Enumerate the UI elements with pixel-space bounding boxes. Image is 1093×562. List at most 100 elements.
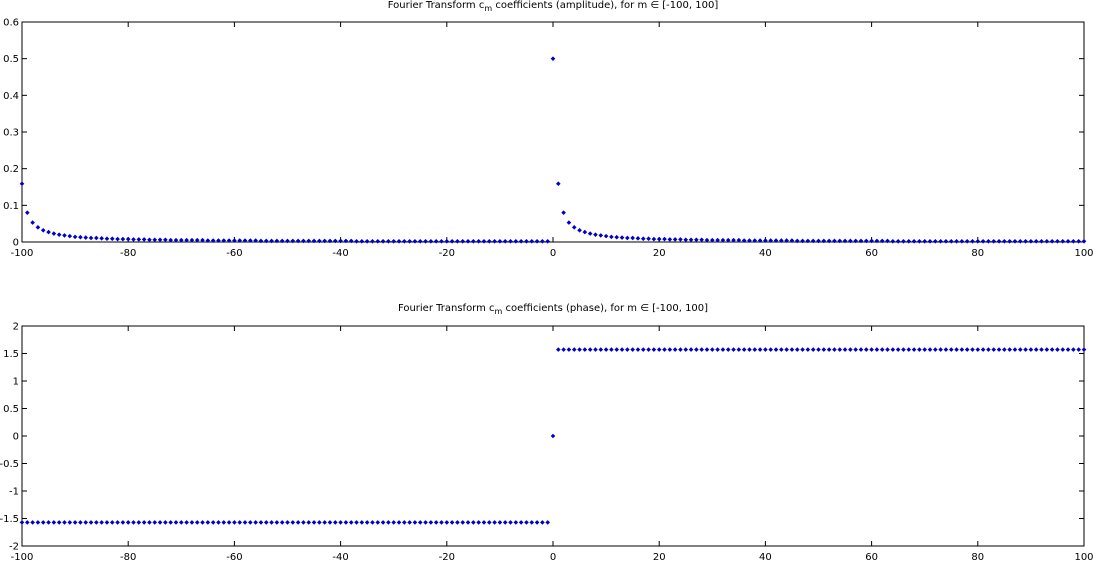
data-point	[327, 238, 333, 244]
data-point	[51, 231, 57, 236]
data-point	[911, 347, 917, 352]
data-point	[964, 347, 970, 352]
data-point	[699, 237, 704, 243]
data-point	[678, 237, 683, 242]
data-point	[1017, 238, 1023, 244]
data-point	[810, 238, 816, 244]
x-tick-label: -40	[332, 248, 348, 259]
data-point	[571, 347, 577, 352]
data-point	[694, 237, 699, 243]
data-point	[115, 236, 120, 242]
data-point	[104, 236, 110, 241]
data-point	[88, 520, 94, 525]
data-point	[715, 237, 720, 243]
data-point	[784, 347, 789, 352]
data-point	[582, 347, 588, 352]
data-point	[752, 347, 758, 352]
data-point	[338, 520, 343, 525]
data-point	[662, 347, 667, 352]
data-point	[566, 347, 572, 352]
data-point	[78, 520, 83, 525]
data-point	[30, 520, 35, 525]
data-point	[1081, 347, 1087, 352]
data-point	[481, 238, 487, 244]
data-point	[901, 238, 906, 244]
data-point	[269, 238, 274, 244]
data-point	[237, 520, 243, 525]
data-point	[832, 347, 837, 352]
data-point	[78, 234, 83, 240]
data-point	[991, 347, 997, 352]
data-point	[226, 520, 232, 525]
data-point	[449, 520, 455, 525]
data-point	[816, 347, 821, 352]
data-point	[725, 347, 731, 352]
x-tick-label: -20	[439, 248, 455, 259]
data-point	[412, 238, 418, 244]
data-point	[232, 238, 237, 243]
data-point	[816, 238, 821, 244]
data-point	[285, 238, 290, 244]
data-point	[970, 238, 975, 244]
data-point	[131, 237, 136, 242]
data-point	[1028, 347, 1034, 352]
data-point	[529, 238, 535, 244]
data-point	[741, 347, 747, 352]
data-point	[1044, 238, 1050, 244]
data-point	[232, 520, 237, 525]
data-point	[163, 237, 168, 243]
data-point	[991, 238, 997, 244]
data-point	[683, 347, 689, 352]
y-tick-label: 0.5	[3, 404, 19, 415]
data-point	[518, 520, 524, 525]
data-point	[433, 520, 439, 525]
data-point	[794, 238, 800, 244]
data-point	[386, 238, 391, 244]
data-point	[614, 234, 620, 240]
data-point	[370, 238, 375, 244]
data-point	[524, 520, 529, 525]
title-part: Fourier Transform c	[388, 0, 485, 11]
data-point	[933, 347, 938, 352]
data-point	[980, 347, 986, 352]
data-point	[460, 238, 466, 244]
data-point	[200, 520, 205, 525]
data-point	[428, 520, 434, 525]
data-point	[550, 56, 556, 61]
data-point	[216, 238, 221, 243]
data-point	[779, 238, 784, 243]
data-point	[179, 237, 184, 243]
data-point	[933, 238, 938, 244]
data-point	[927, 238, 933, 244]
data-point	[56, 520, 62, 525]
data-point	[258, 520, 264, 525]
data-point	[688, 237, 694, 243]
data-point	[306, 520, 312, 525]
data-point	[545, 238, 550, 244]
data-point	[502, 238, 508, 244]
data-point	[656, 236, 662, 242]
data-point	[269, 520, 274, 525]
data-point	[773, 238, 779, 243]
data-point	[609, 234, 614, 240]
data-point	[593, 232, 598, 237]
data-point	[863, 238, 869, 244]
data-point	[1065, 238, 1071, 244]
data-point	[1039, 238, 1044, 244]
data-point	[40, 227, 46, 233]
data-point	[640, 236, 646, 241]
data-point	[1044, 347, 1050, 352]
data-point	[25, 210, 30, 215]
data-point	[104, 520, 110, 525]
data-point	[295, 238, 301, 244]
data-point	[800, 238, 805, 244]
data-point	[354, 238, 359, 244]
x-tick-label: 40	[759, 552, 772, 562]
data-point	[402, 520, 407, 525]
data-point	[853, 238, 858, 244]
data-point	[168, 237, 173, 243]
data-point	[863, 347, 869, 352]
data-point	[1055, 238, 1060, 244]
data-point	[545, 520, 550, 525]
data-point	[194, 237, 200, 243]
